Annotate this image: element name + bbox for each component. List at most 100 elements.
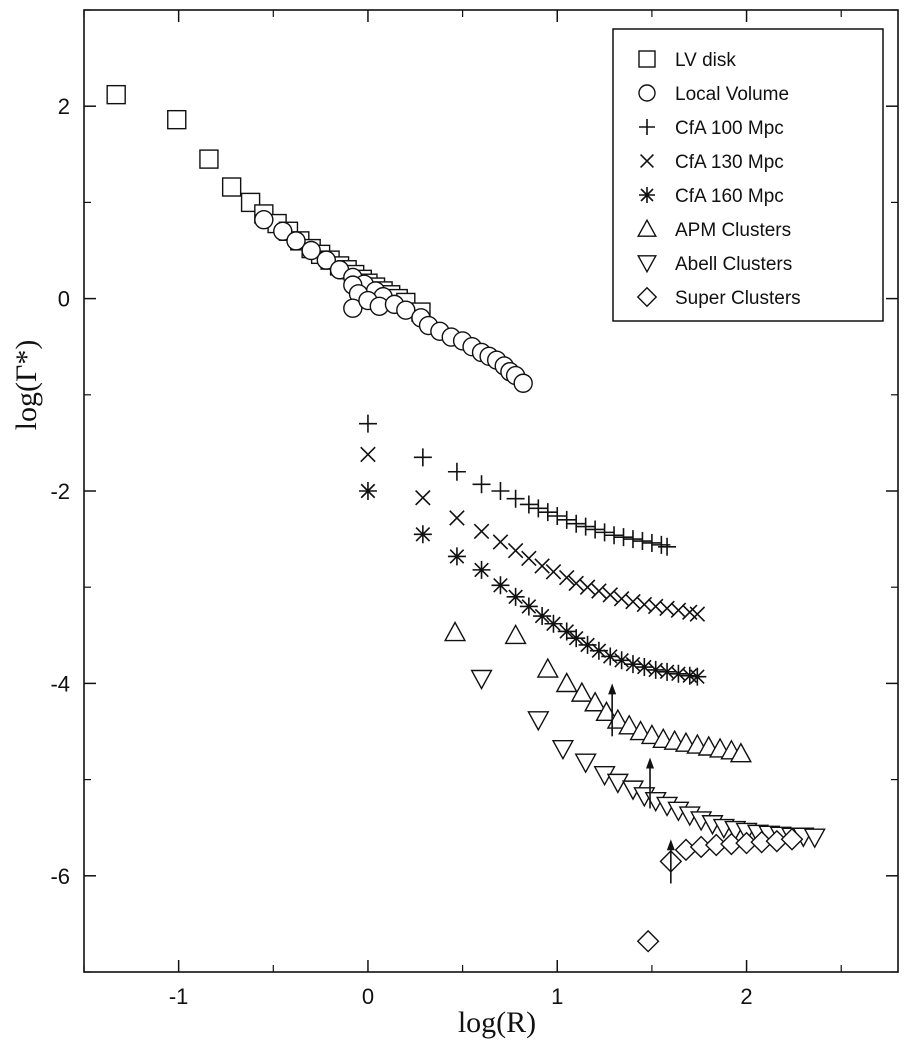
asterisk-mark: [578, 635, 597, 654]
data-point: [601, 647, 620, 666]
upper-limit-arrow: [666, 839, 675, 884]
data-point: [254, 210, 274, 230]
data-point: [557, 510, 576, 529]
triangle-up-mark: [443, 621, 467, 642]
data-point: [636, 929, 660, 953]
triangle-up-mark: [536, 657, 559, 678]
plus-mark: [472, 475, 491, 494]
data-point: [669, 664, 688, 683]
data-point: [688, 667, 707, 686]
legend-marker: [637, 255, 657, 274]
data-point: [548, 507, 567, 526]
legend-label: LV disk: [675, 50, 736, 71]
series-cfa-160-mpc: [358, 482, 707, 686]
cross-mark: [579, 579, 596, 595]
series-super-clusters: [636, 827, 804, 953]
data-point: [658, 537, 677, 556]
data-point: [491, 576, 510, 595]
data-point: [301, 240, 321, 261]
circle-mark: [513, 373, 533, 393]
data-point: [507, 542, 524, 559]
plus-mark: [633, 532, 652, 551]
data-point: [625, 593, 641, 610]
asterisk-mark: [623, 655, 642, 674]
data-point: [551, 740, 575, 761]
legend-label: CfA 100 Mpc: [675, 118, 784, 139]
data-point: [443, 621, 467, 642]
circle-mark: [273, 221, 293, 241]
data-point: [658, 662, 677, 681]
data-point: [286, 231, 306, 251]
asterisk-mark: [358, 482, 377, 500]
circle-mark: [343, 298, 363, 318]
data-point: [449, 510, 465, 526]
data-point: [533, 607, 552, 626]
cross-mark: [360, 446, 376, 463]
legend-label: CfA 130 Mpc: [675, 152, 784, 173]
plus-mark: [586, 520, 605, 539]
plus-mark: [447, 462, 466, 481]
data-point: [491, 482, 510, 500]
circle-mark: [396, 300, 416, 320]
axis-ticks: [83, 9, 898, 973]
legend-marker: [640, 154, 654, 168]
plus-mark: [576, 517, 595, 536]
data-point: [557, 622, 576, 641]
square-mark: [199, 149, 219, 169]
data-point: [413, 525, 432, 544]
data-point: [576, 517, 595, 536]
cross-mark: [415, 489, 431, 506]
triangle-up-mark: [584, 691, 607, 712]
asterisk-mark: [612, 651, 631, 670]
asterisk-mark: [589, 641, 608, 660]
data-point: [803, 828, 826, 849]
square-mark: [167, 109, 187, 130]
data-point: [534, 558, 550, 574]
cross-mark: [602, 587, 619, 603]
asterisk-mark: [567, 629, 586, 648]
data-point: [633, 532, 652, 551]
data-point: [589, 641, 608, 660]
legend-item: CfA 160 Mpc: [639, 186, 784, 207]
data-point: [568, 575, 584, 592]
circle-mark: [316, 250, 337, 270]
data-point: [167, 109, 187, 130]
triangle-up-mark: [637, 218, 657, 237]
data-point: [492, 534, 509, 550]
axis-tick-labels: -1 0 1 2 2 0 -2 -4 -6: [50, 94, 752, 1009]
upper-limit-arrow: [646, 757, 655, 809]
cross-mark: [625, 593, 641, 610]
triangle-down-mark: [551, 740, 575, 761]
triangle-down-mark: [803, 828, 826, 849]
legend-label: APM Clusters: [675, 220, 791, 241]
circle-mark: [301, 240, 321, 261]
series-apm-clusters: [443, 621, 752, 763]
legend-item: CfA 100 Mpc: [639, 118, 784, 139]
diamond-mark: [780, 827, 804, 851]
data-point: [273, 221, 293, 241]
x-tick-label: 0: [362, 984, 374, 1009]
data-point: [595, 523, 614, 542]
data-point: [729, 742, 752, 763]
data-point: [584, 691, 607, 712]
plus-mark: [595, 523, 614, 542]
y-tick-label: -6: [50, 864, 70, 889]
legend-label: Local Volume: [675, 84, 789, 105]
legend-label: Abell Clusters: [675, 254, 792, 275]
data-point: [574, 753, 597, 774]
data-point: [623, 530, 642, 549]
plus-mark: [519, 495, 538, 514]
triangle-down-mark: [637, 255, 657, 274]
diamond-mark: [636, 929, 660, 953]
legend: LV disk Local Volume CfA 100 Mpc CfA 130 Mp…: [612, 28, 884, 322]
legend-label: CfA 160 Mpc: [675, 186, 784, 207]
data-point: [106, 84, 126, 105]
data-point: [316, 250, 337, 270]
data-point: [591, 583, 607, 599]
triangle-down-mark: [574, 753, 597, 774]
data-point: [545, 564, 562, 580]
data-point: [629, 720, 652, 741]
data-point: [527, 711, 550, 732]
square-mark: [221, 177, 242, 197]
data-point: [447, 462, 466, 481]
